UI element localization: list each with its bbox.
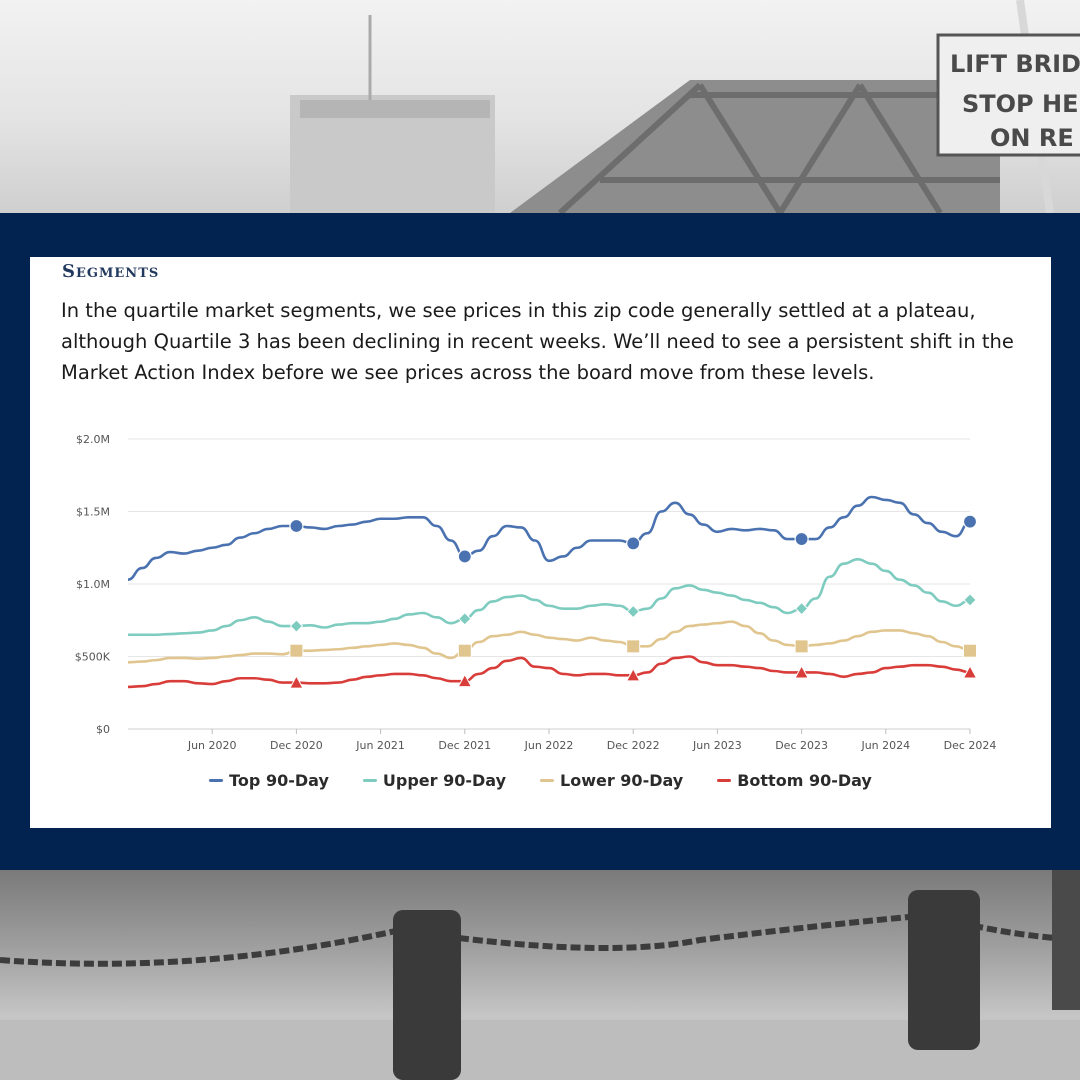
data-point-marker (458, 612, 472, 626)
legend-item[interactable]: Top 90-Day (209, 765, 329, 795)
data-point-marker (457, 643, 472, 658)
y-tick-label: $1.0M (76, 578, 110, 591)
data-point-marker (625, 667, 641, 682)
x-tick-label: Dec 2023 (775, 739, 828, 752)
y-tick-label: $500K (75, 651, 111, 664)
data-point-marker (626, 604, 640, 619)
legend-swatch-icon (362, 778, 377, 782)
x-tick-label: Jun 2020 (187, 739, 237, 752)
legend-item[interactable]: Upper 90-Day (362, 765, 507, 795)
series-line (127, 620, 971, 664)
sign-text-3: ON RE (990, 124, 1074, 152)
y-axis-ticks: $0 $500K $1.0M $1.5M $2.0M (75, 433, 111, 736)
x-tick-label: Dec 2024 (944, 739, 997, 752)
series-line (127, 655, 971, 689)
sign-text-1: LIFT BRID (950, 50, 1080, 78)
x-axis-ticks: Jun 2020 Dec 2020 Jun 2021 Dec 2021 Jun 2022… (187, 729, 997, 752)
x-tick-label: Dec 2020 (270, 739, 323, 752)
legend-label: Upper 90-Day (382, 770, 507, 790)
data-point-marker (626, 536, 641, 551)
chart-legend: Top 90-Day Upper 90-Day Lower 90-Day Bottom… (30, 765, 1051, 795)
data-point-marker (963, 643, 977, 658)
y-tick-label: $0 (96, 723, 110, 736)
data-point-marker (794, 531, 809, 547)
x-tick-label: Jun 2024 (860, 739, 910, 752)
x-tick-label: Dec 2022 (607, 739, 660, 752)
background-photo-bottom (0, 870, 1080, 1080)
y-tick-label: $2.0M (76, 433, 110, 446)
section-paragraph: In the quartile market segments, we see … (61, 299, 1014, 384)
data-point-marker (794, 601, 809, 616)
legend-swatch-icon (717, 778, 732, 782)
data-point-marker (626, 639, 641, 654)
x-tick-label: Jun 2021 (355, 739, 405, 752)
series-line (128, 558, 971, 637)
data-point-marker (289, 675, 304, 689)
lift-bridge-illustration: LIFT BRID STOP HE ON RE (290, 0, 1080, 213)
data-point-marker (289, 619, 304, 633)
section-heading: Segments (62, 261, 160, 282)
segments-card: Segments In the quartile market segments… (30, 257, 1051, 828)
background-photo-top: LIFT BRID STOP HE ON RE (0, 0, 1080, 213)
bollard-right (908, 890, 980, 1050)
legend-label: Bottom 90-Day (737, 770, 872, 790)
data-point-marker (289, 643, 304, 658)
sign-text-2: STOP HE (962, 90, 1078, 118)
chain-fence (0, 911, 1080, 967)
bridge-sign (936, 33, 1080, 157)
waterfront-illustration (0, 870, 1080, 1080)
x-tick-label: Jun 2022 (524, 739, 574, 752)
legend-item[interactable]: Lower 90-Day (540, 765, 683, 795)
tower-top-beam (300, 100, 490, 118)
x-tick-label: Dec 2021 (438, 739, 491, 752)
series-line (127, 495, 971, 581)
grid-lines (128, 438, 970, 730)
data-point-marker (289, 518, 304, 534)
y-tick-label: $1.5M (76, 506, 110, 519)
data-point-marker (794, 639, 809, 654)
series-lines (127, 495, 971, 689)
legend-swatch-icon (209, 778, 224, 782)
post (1052, 870, 1080, 1010)
legend-swatch-icon (540, 778, 555, 782)
legend-label: Lower 90-Day (560, 770, 684, 790)
data-point-marker (457, 673, 473, 688)
data-point-marker (962, 664, 978, 679)
snowy-ground (0, 1020, 1080, 1080)
segments-line-chart: $0$500K$1.0M$1.5M$2.0M Jun 2020 Dec 2020 J… (75, 433, 997, 752)
data-point-marker (962, 514, 978, 529)
series-markers (289, 514, 978, 689)
data-point-marker (794, 664, 809, 679)
bollard-left (393, 910, 461, 1080)
legend-item[interactable]: Bottom 90-Day (717, 765, 872, 795)
x-tick-label: Jun 2023 (692, 739, 742, 752)
data-point-marker (963, 593, 977, 607)
legend-label: Top 90-Day (229, 770, 329, 790)
data-point-marker (457, 549, 472, 564)
